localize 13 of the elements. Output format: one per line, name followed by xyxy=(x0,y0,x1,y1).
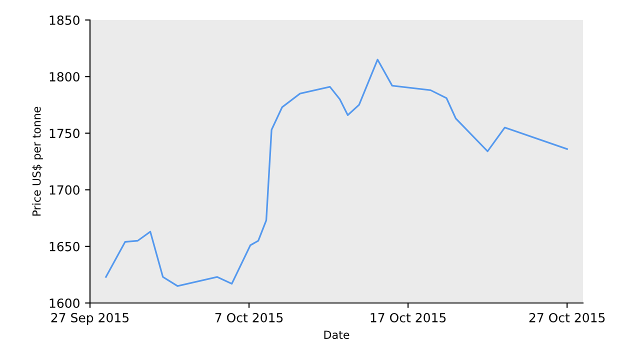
x-tick-label: 27 Oct 2015 xyxy=(529,312,605,322)
y-tick-label: 1600 xyxy=(50,298,80,308)
y-tick-label: 1750 xyxy=(50,128,80,138)
x-axis-title: Date xyxy=(324,330,350,339)
line-series xyxy=(105,58,568,287)
x-tick-label: 17 Oct 2015 xyxy=(370,312,446,322)
y-tick-label: 1700 xyxy=(50,185,80,195)
x-tick-label: 7 Oct 2015 xyxy=(215,312,283,322)
y-axis-title: Price US$ per tonne xyxy=(32,106,43,216)
y-tick-label: 1850 xyxy=(50,15,80,25)
y-tick-label: 1650 xyxy=(50,242,80,252)
y-tick-label: 1800 xyxy=(50,72,80,82)
x-tick-label: 27 Sep 2015 xyxy=(51,312,129,325)
